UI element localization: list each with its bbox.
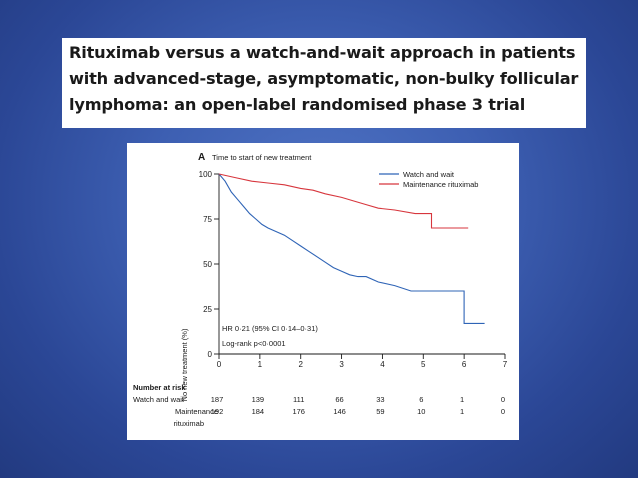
risk-cell: 1 [460, 407, 464, 416]
x-tick-label: 5 [421, 360, 426, 369]
risk-cell: 184 [252, 407, 265, 416]
slide-title-line-2: with advanced-stage, asymptomatic, non-b… [69, 69, 579, 88]
y-tick-label: 0 [208, 350, 213, 359]
legend-label-2: Maintenance rituximab [403, 180, 478, 189]
slide-title-line-1: Rituximab versus a watch-and-wait approa… [69, 43, 576, 62]
risk-row-label: Watch and wait [133, 395, 185, 404]
hazard-ratio-annotation: HR 0·21 (95% CI 0·14–0·31) [222, 324, 318, 333]
risk-cell: 192 [211, 407, 224, 416]
risk-cell: 139 [252, 395, 265, 404]
x-tick-label: 1 [258, 360, 263, 369]
series-line-2 [218, 173, 469, 229]
x-tick-label: 2 [298, 360, 303, 369]
risk-cell: 111 [293, 395, 304, 404]
y-tick-label: 100 [199, 170, 213, 179]
risk-cell: 10 [417, 407, 425, 416]
slide-title: Rituximab versus a watch-and-wait approa… [62, 38, 586, 128]
log-rank-annotation: Log-rank p<0·0001 [222, 339, 286, 348]
x-tick-label: 6 [462, 360, 467, 369]
series-line-1 [218, 173, 485, 324]
risk-table-heading: Number at risk [133, 383, 186, 392]
y-tick-label: 50 [203, 260, 212, 269]
risk-cell: 0 [501, 407, 505, 416]
y-tick-label: 25 [203, 305, 212, 314]
risk-cell: 176 [292, 407, 305, 416]
kaplan-meier-chart: A Time to start of new treatment No new … [133, 152, 508, 428]
y-tick-label: 75 [203, 215, 212, 224]
y-axis-label: No new treatment (%) [180, 328, 189, 401]
risk-cell: 59 [376, 407, 384, 416]
x-tick-label: 0 [217, 360, 222, 369]
kaplan-meier-figure: A Time to start of new treatment No new … [127, 143, 519, 440]
risk-cell: 33 [376, 395, 384, 404]
risk-cell: 187 [211, 395, 224, 404]
axes: 0 25 50 75 100 0 1 2 3 4 5 6 7 [199, 170, 508, 369]
x-tick-label: 7 [503, 360, 508, 369]
panel-label: A [198, 152, 205, 163]
risk-cell: 6 [419, 395, 423, 404]
risk-table: Number at risk Watch and wait 187 139 111 66… [133, 383, 505, 428]
slide-title-line-3: lymphoma: an open-label randomised phase… [69, 95, 526, 114]
series-lines [218, 173, 485, 324]
risk-cell: 146 [333, 407, 346, 416]
risk-row-label: Maintenance [175, 407, 218, 416]
x-tick-label: 3 [339, 360, 344, 369]
legend-label-1: Watch and wait [403, 170, 455, 179]
risk-cell: 1 [460, 395, 464, 404]
risk-cell: 66 [335, 395, 343, 404]
x-tick-label: 4 [380, 360, 385, 369]
risk-cell: 0 [501, 395, 505, 404]
chart-title: Time to start of new treatment [212, 153, 312, 162]
risk-row-label-line2: rituximab [174, 419, 204, 428]
